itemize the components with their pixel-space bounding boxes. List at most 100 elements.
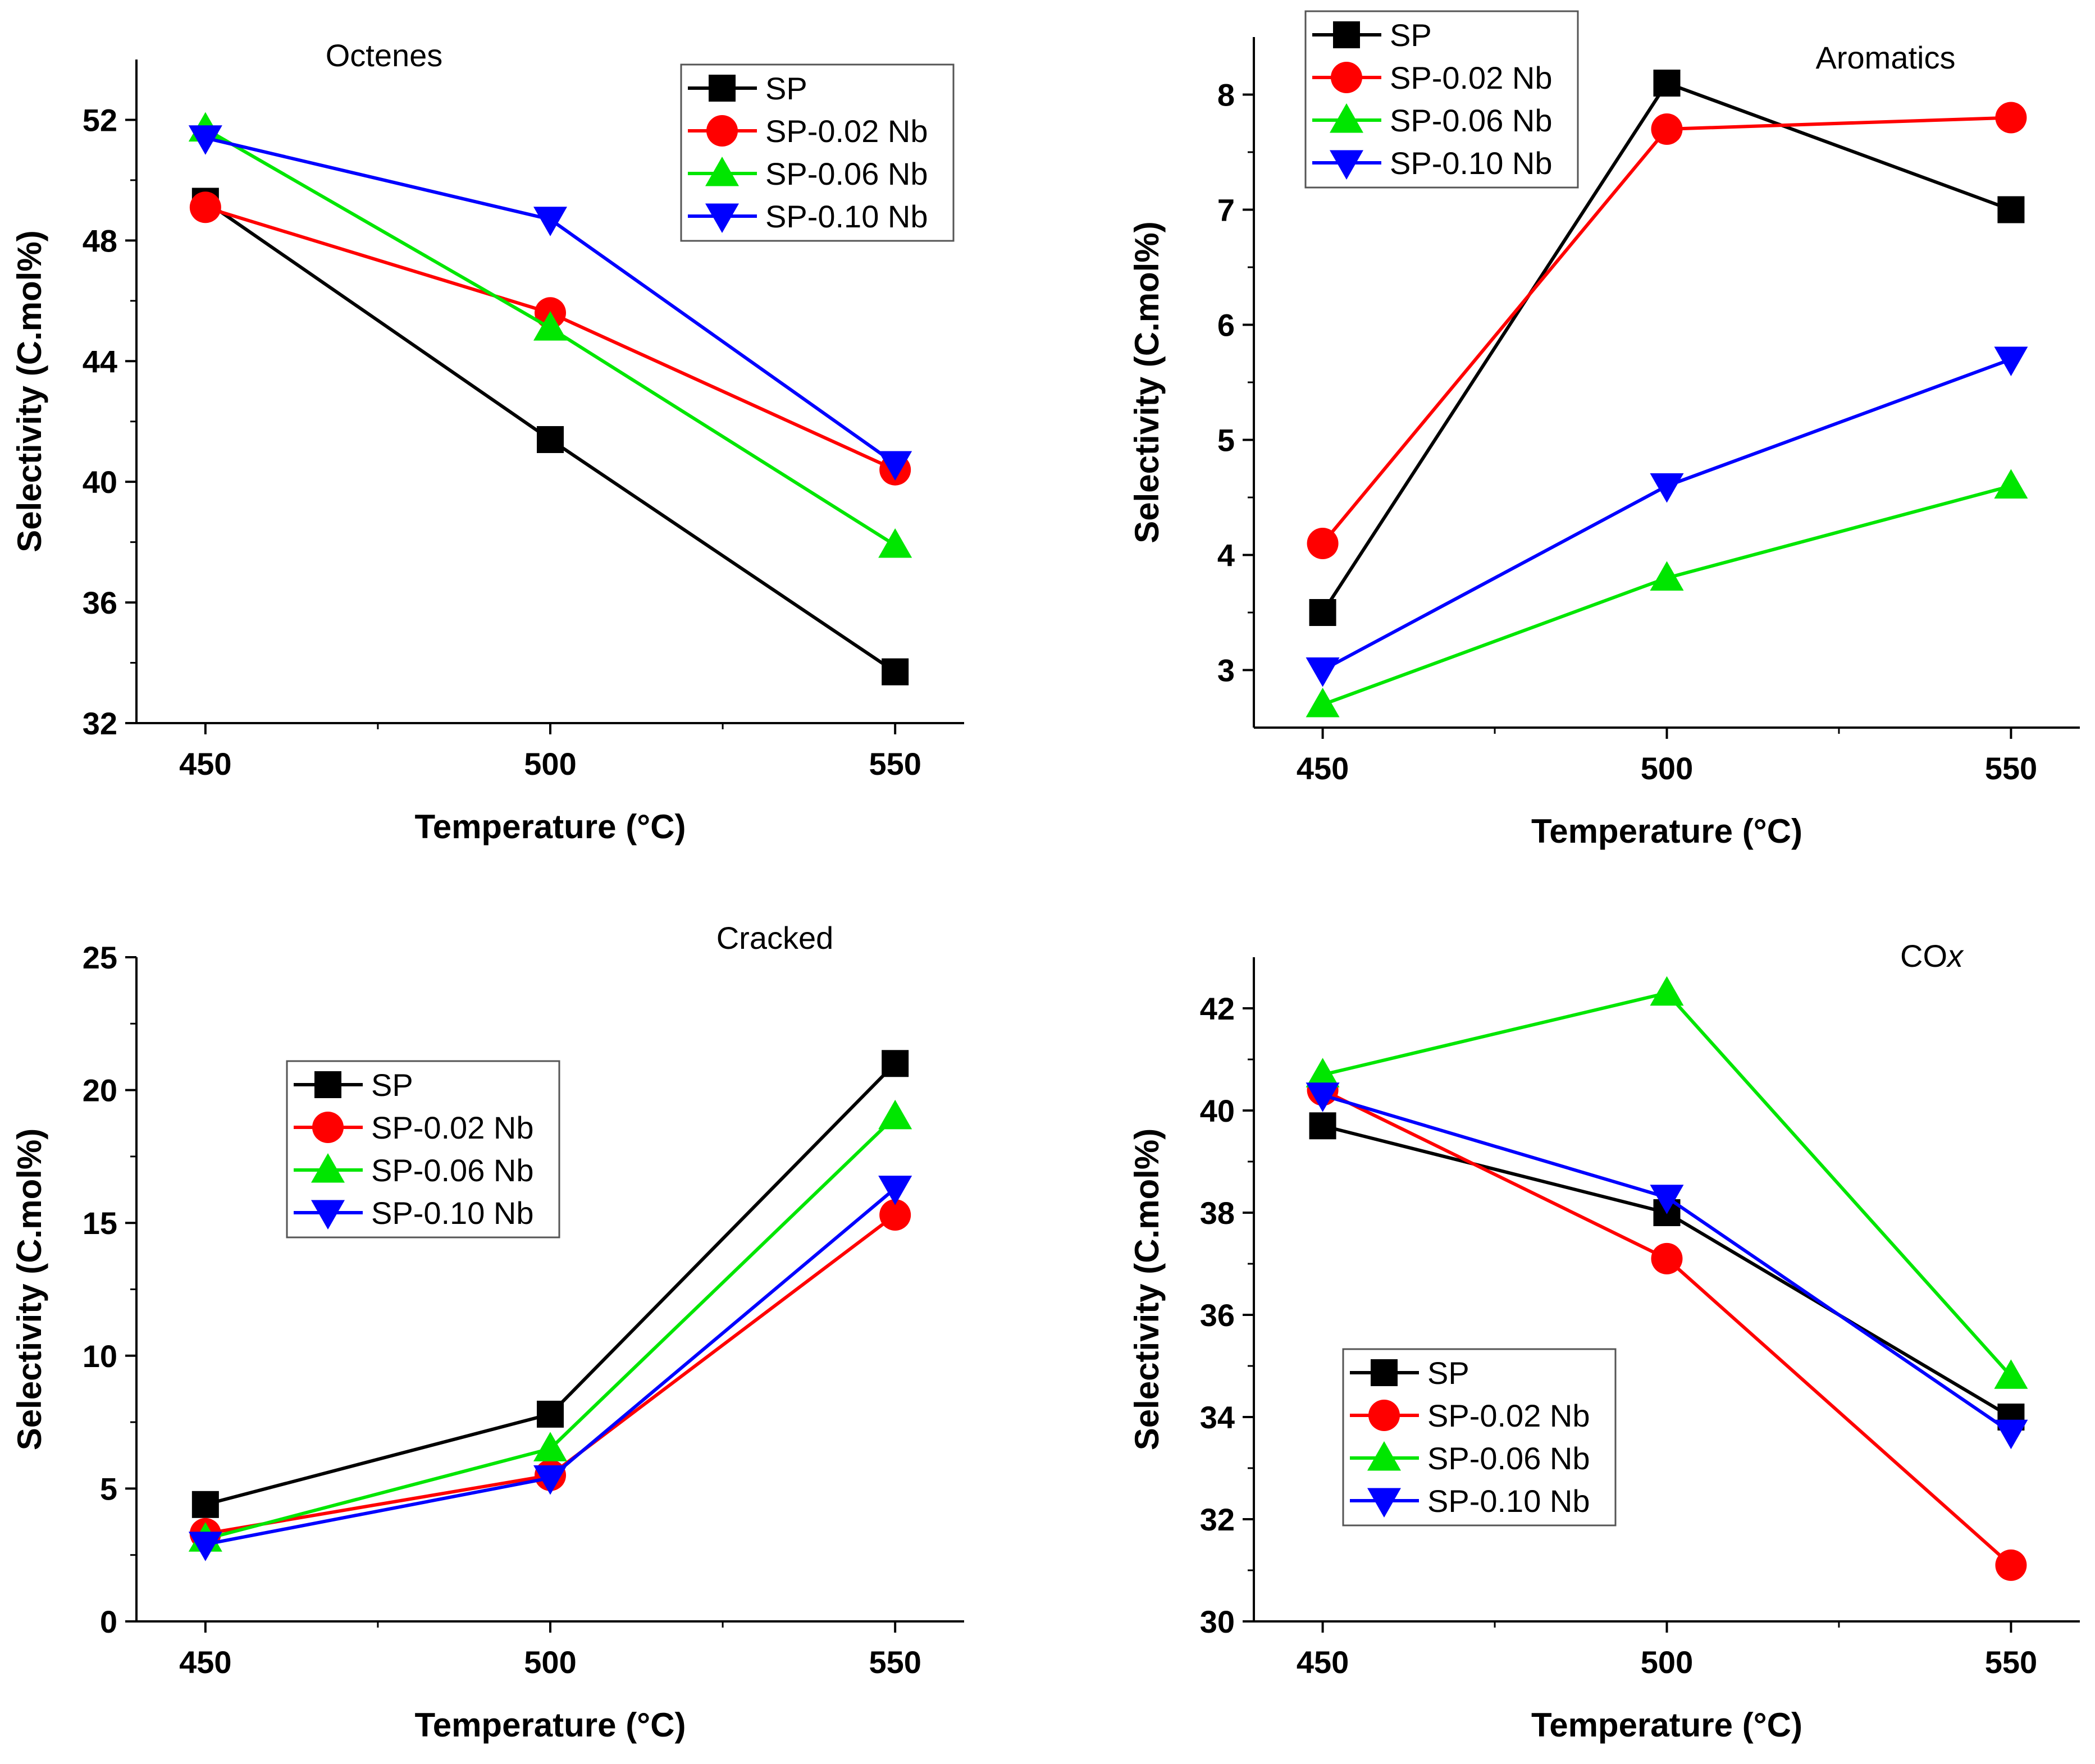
legend: SP SP-0.02 Nb SP-0.06 Nb SP-0.10 Nb bbox=[1342, 1348, 1617, 1527]
legend-marker-sp bbox=[314, 1071, 341, 1098]
data-point-sp-0-10-nb bbox=[188, 1532, 222, 1561]
x-tick-label: 450 bbox=[1297, 751, 1349, 786]
y-tick-label: 40 bbox=[83, 464, 117, 500]
legend: SP SP-0.02 Nb SP-0.06 Nb SP-0.10 Nb bbox=[680, 63, 955, 242]
data-point-sp-0-10-nb bbox=[188, 125, 222, 155]
legend: SP SP-0.02 Nb SP-0.06 Nb SP-0.10 Nb bbox=[1304, 10, 1579, 189]
y-tick-label: 34 bbox=[1200, 1400, 1235, 1435]
data-point-sp-0-06-nb bbox=[1650, 976, 1684, 1006]
data-point-sp-0-02-nb bbox=[1651, 113, 1683, 145]
data-point-sp-0-10-nb bbox=[878, 1176, 912, 1205]
y-tick-label: 36 bbox=[1200, 1297, 1235, 1333]
legend-label-sp-0-02-nb: SP-0.02 Nb bbox=[765, 113, 928, 149]
y-tick-label: 6 bbox=[1217, 308, 1235, 343]
data-point-sp-0-10-nb bbox=[1994, 1419, 2028, 1450]
data-point-sp bbox=[191, 1491, 219, 1518]
legend-label-sp-0-06-nb: SP-0.06 Nb bbox=[1427, 1441, 1590, 1476]
y-tick-label: 5 bbox=[1217, 423, 1235, 458]
x-axis-title: Temperature (°C) bbox=[1531, 1706, 1802, 1744]
legend-label-sp: SP bbox=[1390, 17, 1432, 53]
data-point-sp-0-06-nb bbox=[878, 528, 912, 558]
y-tick-label: 4 bbox=[1217, 538, 1235, 573]
data-point-sp-0-06-nb bbox=[1650, 561, 1684, 591]
legend-marker-sp-0-06-nb bbox=[1330, 103, 1363, 133]
data-point-sp-0-06-nb bbox=[1994, 1359, 2028, 1389]
y-axis-title: Selectivity (C.mol%) bbox=[11, 230, 48, 552]
x-tick-label: 500 bbox=[1641, 751, 1693, 786]
y-tick-label: 3 bbox=[1217, 653, 1235, 688]
legend-marker-sp-0-06-nb bbox=[1367, 1441, 1401, 1471]
legend-marker-sp-0-02-nb bbox=[1368, 1400, 1400, 1431]
data-point-sp-0-06-nb bbox=[533, 311, 567, 341]
y-axis-title: Selectivity (C.mol%) bbox=[11, 1128, 48, 1451]
panel-title: Cracked bbox=[716, 920, 834, 956]
data-point-sp-0-10-nb bbox=[533, 1465, 567, 1495]
series-line-sp-0-06-nb bbox=[1322, 991, 2012, 1378]
legend-label-sp: SP bbox=[765, 71, 807, 106]
legend-marker-sp bbox=[1333, 21, 1360, 48]
x-tick-label: 550 bbox=[869, 746, 921, 782]
legend-label-sp-0-10-nb: SP-0.10 Nb bbox=[1427, 1483, 1590, 1519]
panel-title: Octenes bbox=[326, 38, 443, 73]
x-tick-label: 450 bbox=[179, 746, 231, 782]
data-point-sp-0-06-nb bbox=[878, 1099, 912, 1130]
x-tick-label: 550 bbox=[869, 1644, 921, 1680]
y-tick-label: 40 bbox=[1200, 1093, 1235, 1128]
data-point-sp bbox=[882, 658, 909, 686]
legend-label-sp-0-10-nb: SP-0.10 Nb bbox=[1390, 145, 1553, 181]
data-point-sp bbox=[537, 1400, 564, 1428]
y-tick-label: 32 bbox=[83, 706, 117, 741]
data-point-sp bbox=[882, 1050, 909, 1077]
y-tick-label: 42 bbox=[1200, 991, 1235, 1026]
x-axis-title: Temperature (°C) bbox=[1531, 812, 1802, 850]
data-point-sp-0-10-nb bbox=[1650, 1185, 1684, 1214]
legend-marker-sp-0-02-nb bbox=[706, 115, 738, 147]
legend-marker-sp-0-10-nb bbox=[1330, 150, 1363, 180]
legend-marker-sp-0-02-nb bbox=[1331, 62, 1362, 93]
chart-panel-co: 30 32 34 36 38 40 42 450 500 550 Temperature (°C) S… bbox=[1128, 938, 2080, 1744]
y-tick-label: 25 bbox=[83, 940, 117, 975]
y-tick-label: 10 bbox=[83, 1338, 117, 1374]
x-axis-title: Temperature (°C) bbox=[415, 1706, 686, 1744]
data-point-sp-0-02-nb bbox=[189, 191, 221, 223]
y-tick-label: 5 bbox=[100, 1471, 117, 1506]
y-tick-label: 32 bbox=[1200, 1502, 1235, 1537]
data-point-sp bbox=[1309, 599, 1336, 626]
legend-label-sp-0-02-nb: SP-0.02 Nb bbox=[371, 1110, 534, 1145]
chart-panel-aromatics: 3 4 5 6 7 8 450 500 550 Temperature (°C) Selectivi… bbox=[1128, 10, 2080, 850]
y-tick-label: 36 bbox=[83, 585, 117, 620]
y-tick-label: 38 bbox=[1200, 1195, 1235, 1231]
data-point-sp-0-02-nb bbox=[879, 1199, 911, 1231]
data-point-sp-0-10-nb bbox=[1994, 346, 2028, 376]
y-tick-label: 52 bbox=[83, 102, 117, 138]
series-line-sp-0-06-nb bbox=[1322, 484, 2012, 706]
legend-label-sp-0-10-nb: SP-0.10 Nb bbox=[371, 1195, 534, 1231]
y-tick-label: 20 bbox=[83, 1073, 117, 1108]
data-point-sp-0-10-nb bbox=[1650, 473, 1684, 503]
y-tick-label: 7 bbox=[1217, 193, 1235, 228]
legend-marker-sp bbox=[1371, 1359, 1398, 1386]
legend-label-sp-0-02-nb: SP-0.02 Nb bbox=[1427, 1398, 1590, 1433]
data-point-sp bbox=[1653, 70, 1681, 97]
chart-panel-cracked: 0 5 10 15 20 25 450 500 550 Temperature (°C) Selec… bbox=[11, 920, 964, 1744]
y-tick-label: 44 bbox=[83, 344, 117, 379]
y-axis-title: Selectivity (C.mol%) bbox=[1128, 221, 1166, 543]
legend-marker-sp-0-02-nb bbox=[312, 1112, 344, 1143]
legend-label-sp-0-06-nb: SP-0.06 Nb bbox=[1390, 103, 1553, 138]
data-point-sp-0-10-nb bbox=[1306, 657, 1340, 687]
y-tick-label: 0 bbox=[100, 1604, 117, 1639]
data-point-sp-0-06-nb bbox=[533, 1432, 567, 1461]
legend-marker-sp-0-06-nb bbox=[705, 157, 739, 186]
data-point-sp bbox=[537, 426, 564, 453]
legend-label-sp-0-06-nb: SP-0.06 Nb bbox=[765, 156, 928, 191]
y-axis-title: Selectivity (C.mol%) bbox=[1128, 1128, 1166, 1451]
legend-marker-sp-0-10-nb bbox=[705, 203, 739, 233]
x-tick-label: 450 bbox=[179, 1644, 231, 1680]
data-point-sp bbox=[1997, 196, 2025, 223]
x-tick-label: 500 bbox=[1641, 1644, 1693, 1680]
y-tick-label: 8 bbox=[1217, 77, 1235, 113]
y-tick-label: 30 bbox=[1200, 1604, 1235, 1639]
data-point-sp-0-06-nb bbox=[1306, 1058, 1340, 1087]
legend-label-sp: SP bbox=[371, 1067, 413, 1103]
data-point-sp-0-10-nb bbox=[533, 207, 567, 236]
